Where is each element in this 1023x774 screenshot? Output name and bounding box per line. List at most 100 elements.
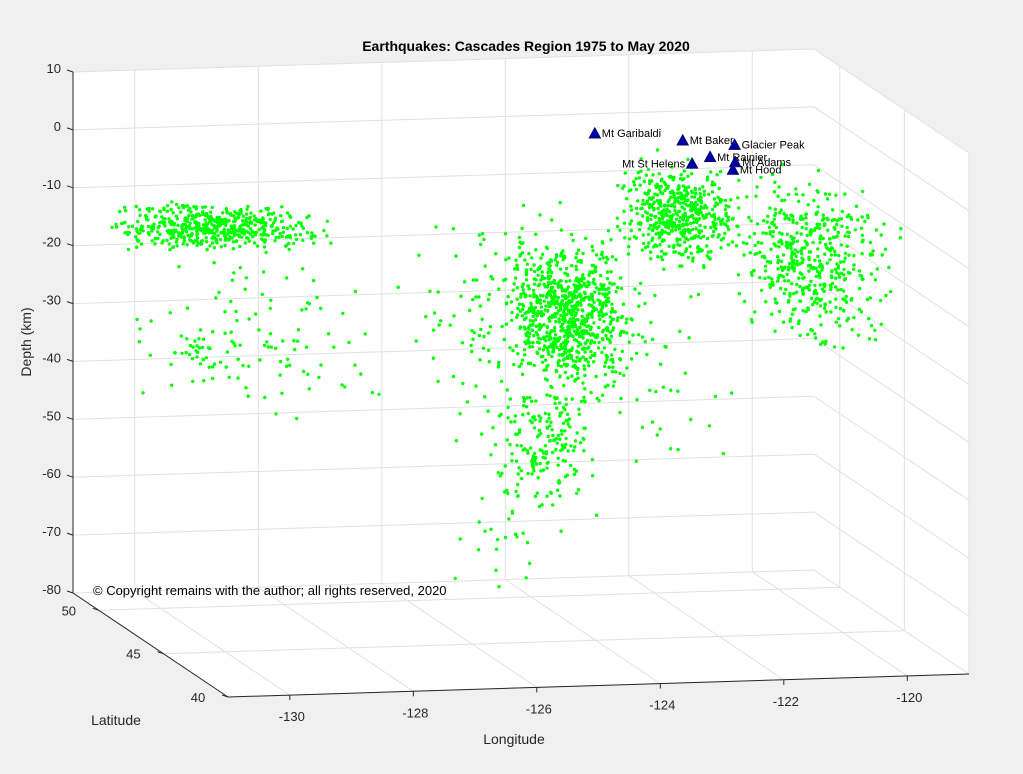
quake-point xyxy=(558,437,562,441)
quake-point xyxy=(800,246,804,250)
quake-point xyxy=(594,265,598,269)
quake-point xyxy=(689,236,694,240)
quake-point xyxy=(509,420,513,424)
quake-point xyxy=(860,233,865,237)
quake-point xyxy=(760,241,764,245)
quake-point xyxy=(604,326,609,330)
quake-point xyxy=(199,242,203,246)
quake-point xyxy=(214,296,218,300)
quake-point xyxy=(553,333,558,337)
quake-point xyxy=(161,239,165,243)
quake-point xyxy=(768,230,772,234)
quake-point xyxy=(575,431,579,435)
quake-point xyxy=(666,204,670,208)
quake-point xyxy=(578,357,582,361)
quake-point xyxy=(714,227,718,231)
quake-point xyxy=(305,230,309,235)
quake-point xyxy=(798,299,803,303)
quake-point xyxy=(503,232,508,236)
quake-point xyxy=(262,343,267,348)
quake-point xyxy=(532,426,537,430)
quake-point xyxy=(688,221,693,226)
quake-point xyxy=(223,243,227,248)
quake-point xyxy=(198,362,203,366)
quake-point xyxy=(878,298,883,303)
quake-point xyxy=(829,310,833,314)
quake-point xyxy=(647,205,652,210)
quake-point xyxy=(592,300,596,304)
quake-point xyxy=(771,230,775,234)
quake-point xyxy=(243,287,247,291)
quake-point xyxy=(779,265,784,269)
quake-point xyxy=(122,205,127,210)
quake-point xyxy=(652,208,656,212)
quake-point xyxy=(556,463,560,467)
quake-point xyxy=(437,323,441,327)
quake-point xyxy=(263,240,267,244)
quake-point xyxy=(705,178,709,182)
quake-point xyxy=(724,211,728,216)
quake-point xyxy=(525,262,529,266)
quake-point xyxy=(867,337,872,341)
quake-point xyxy=(616,316,620,320)
quake-point xyxy=(687,215,691,219)
quake-point xyxy=(695,203,699,207)
quake-point xyxy=(520,476,524,481)
quake-point xyxy=(516,482,520,487)
quake-point xyxy=(781,253,786,257)
back-pane xyxy=(73,49,814,593)
quake-point xyxy=(702,264,706,268)
quake-point xyxy=(551,350,555,354)
quake-point xyxy=(204,236,208,240)
quake-point xyxy=(795,231,799,235)
quake-point xyxy=(261,270,266,274)
quake-point xyxy=(555,406,559,410)
quake-point xyxy=(698,195,703,199)
quake-point xyxy=(180,203,185,208)
quake-point xyxy=(621,186,625,190)
quake-point xyxy=(686,203,690,208)
quake-point xyxy=(185,337,189,341)
quake-point xyxy=(681,184,685,188)
quake-point xyxy=(698,187,702,191)
quake-point xyxy=(842,273,846,277)
quake-point xyxy=(176,223,180,227)
quake-point xyxy=(541,348,546,352)
quake-point xyxy=(174,214,178,218)
quake-point xyxy=(619,286,624,291)
quake-point xyxy=(294,237,299,242)
quake-point xyxy=(258,358,262,362)
quake-point xyxy=(868,296,873,300)
quake-point xyxy=(212,261,216,265)
quake-point xyxy=(564,301,569,305)
quake-point xyxy=(745,242,749,246)
quake-point xyxy=(175,244,179,248)
quake-point xyxy=(219,245,223,249)
quake-point xyxy=(592,353,597,358)
quake-point xyxy=(219,237,223,242)
quake-point xyxy=(269,298,273,302)
quake-point xyxy=(535,300,539,305)
quake-point xyxy=(778,286,783,291)
quake-point xyxy=(668,214,672,219)
quake-point xyxy=(548,332,552,336)
quake-point xyxy=(325,234,329,238)
quake-point xyxy=(553,438,557,442)
quake-point xyxy=(840,224,844,228)
quake-point xyxy=(572,338,577,342)
quake-point xyxy=(602,328,606,332)
quake-point xyxy=(561,310,566,314)
quake-point xyxy=(532,309,536,313)
z-tick-label: -80 xyxy=(42,582,61,597)
quake-point xyxy=(527,287,531,291)
quake-point xyxy=(582,449,586,453)
quake-point xyxy=(822,222,826,226)
quake-point xyxy=(138,213,142,218)
quake-point xyxy=(247,364,251,368)
quake-point xyxy=(605,355,609,359)
volcano-label: Mt Baker xyxy=(690,135,734,147)
quake-point xyxy=(168,248,172,252)
quake-point xyxy=(662,180,667,185)
quake-point xyxy=(546,270,550,275)
quake-point xyxy=(539,469,543,473)
